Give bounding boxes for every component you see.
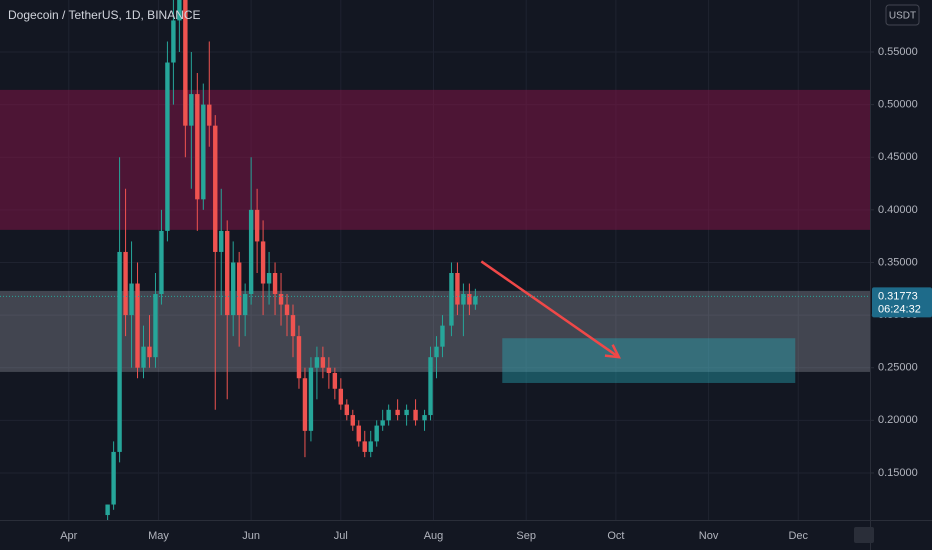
candle-body xyxy=(254,209,260,242)
candle-body xyxy=(467,294,472,305)
arrow-head xyxy=(604,344,622,359)
candle-body xyxy=(248,209,254,295)
candle-body xyxy=(413,409,418,421)
candle-body xyxy=(422,415,427,421)
candle-body xyxy=(117,251,122,452)
last-price-label: 0.31773 xyxy=(878,290,918,302)
candle-body xyxy=(362,441,367,452)
candle-body xyxy=(105,504,110,516)
currency-badge[interactable] xyxy=(885,4,920,26)
candle-body xyxy=(284,304,290,316)
candle-body xyxy=(449,272,454,326)
candle-body xyxy=(183,0,188,126)
candle-body xyxy=(461,294,466,305)
x-tick-label: Sep xyxy=(516,530,536,542)
candle-body xyxy=(201,104,206,200)
candle-body xyxy=(135,283,140,368)
chart-title: Dogecoin / TetherUS, 1D, BINANCE xyxy=(8,8,201,22)
candle-body xyxy=(278,294,284,305)
x-tick-label: Nov xyxy=(699,530,719,542)
price-zone xyxy=(0,89,870,230)
y-tick-label: 0.55000 xyxy=(878,46,918,58)
candle-body xyxy=(207,104,212,126)
candle-body xyxy=(290,315,296,337)
y-tick-label: 0.35000 xyxy=(878,256,918,268)
last-price-badge xyxy=(872,287,932,318)
y-tick-label: 0.40000 xyxy=(878,204,918,216)
candle-body xyxy=(260,241,266,284)
candle-body xyxy=(296,336,302,379)
candle-body xyxy=(302,378,308,431)
candle-body xyxy=(225,230,230,316)
candle-body xyxy=(326,367,332,373)
candle-body xyxy=(314,357,320,368)
y-tick-label: 0.25000 xyxy=(878,362,918,374)
x-tick-label: Dec xyxy=(788,530,808,542)
candle-body xyxy=(123,251,128,316)
candle-body xyxy=(195,94,200,200)
x-tick-label: Oct xyxy=(607,530,624,542)
candle-body xyxy=(308,367,314,431)
candle-body xyxy=(386,409,391,421)
candle-body xyxy=(332,372,338,389)
candle-body xyxy=(219,230,224,252)
x-tick-label: Apr xyxy=(60,530,77,542)
trend-arrow xyxy=(480,260,620,359)
countdown-label: 06:24:32 xyxy=(878,303,921,315)
candle-body xyxy=(153,294,158,358)
candle-body xyxy=(428,357,433,416)
x-tick-label: Jun xyxy=(242,530,260,542)
candle-body xyxy=(434,346,439,358)
candle-body xyxy=(368,441,373,452)
candle-body xyxy=(230,262,236,316)
candle-body xyxy=(356,425,361,442)
candle-body xyxy=(440,325,445,347)
y-tick-label: 0.50000 xyxy=(878,99,918,111)
candle-body xyxy=(147,346,152,358)
candle-body xyxy=(380,420,385,426)
x-tick-label: May xyxy=(148,530,169,542)
x-tick-label: Aug xyxy=(424,530,444,542)
y-tick-label: 0.15000 xyxy=(878,467,918,479)
candle-body xyxy=(473,296,478,305)
candle-body xyxy=(338,388,344,405)
candle-body xyxy=(165,62,170,231)
candle-body xyxy=(236,262,242,316)
target-box xyxy=(502,338,796,383)
candle-body xyxy=(404,409,409,416)
candle-body xyxy=(266,272,272,284)
candle-body xyxy=(111,451,116,505)
candle-body xyxy=(395,409,400,416)
x-tick-label: Jul xyxy=(334,530,348,542)
candle-body xyxy=(129,283,134,316)
currency-label[interactable]: USDT xyxy=(889,11,916,22)
candle-body xyxy=(344,404,350,416)
candle-body xyxy=(350,415,355,426)
candle-body xyxy=(189,94,194,126)
candle-body xyxy=(374,425,379,442)
candle-body xyxy=(242,294,248,316)
plot-area xyxy=(0,0,870,520)
settings-button[interactable] xyxy=(854,527,874,543)
candle-body xyxy=(177,0,182,21)
candle-body xyxy=(455,272,460,305)
candle-body xyxy=(272,272,278,295)
candle-body xyxy=(320,357,326,368)
candle-body xyxy=(159,230,164,295)
y-tick-label: 0.45000 xyxy=(878,151,918,163)
candle-body xyxy=(171,20,176,63)
candle-body xyxy=(141,346,146,368)
y-tick-label: 0.20000 xyxy=(878,414,918,426)
candle-body xyxy=(213,125,218,252)
